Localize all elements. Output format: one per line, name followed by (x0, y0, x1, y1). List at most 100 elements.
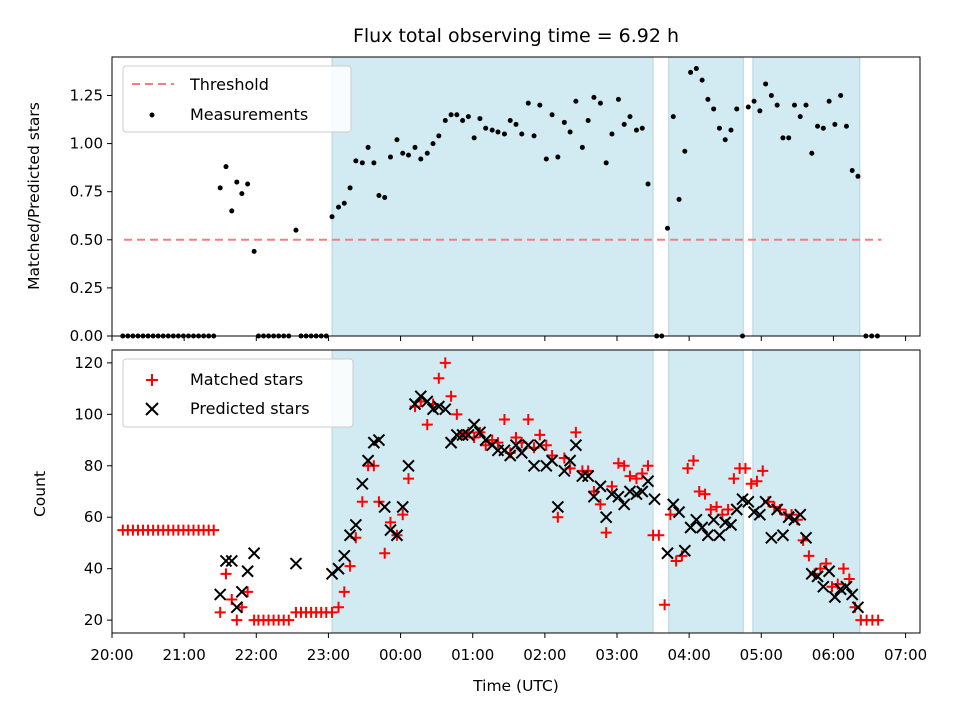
y-tick-label: 0.75 (70, 183, 103, 201)
top-panel: 0.00 0.25 0.50 0.75 1.00 1.25 Flux total obse… (25, 25, 921, 345)
matched-star-point (379, 547, 391, 559)
predicted-star-point (623, 485, 637, 498)
x-tick-label: 05:00 (740, 646, 783, 664)
matched-star-point (624, 470, 636, 482)
measurement-point (699, 77, 705, 83)
x-tick-label: 20:00 (90, 646, 133, 664)
predicted-star-point (408, 397, 422, 411)
predicted-star-point (235, 585, 249, 599)
predicted-star-point (840, 580, 853, 593)
matched-star-point (618, 460, 630, 472)
matched-star-point (664, 509, 676, 521)
measurement-point (711, 106, 717, 112)
predicted-star-point (641, 475, 655, 488)
matched-star-point (739, 462, 751, 474)
legend-matched-label: Matched stars (190, 370, 303, 389)
matched-star-point (433, 372, 445, 384)
matched-star-point (699, 488, 711, 500)
measurement-point (371, 160, 377, 166)
matched-star-point (711, 501, 723, 513)
matched-star-point (803, 550, 815, 562)
measurement-point (627, 114, 633, 120)
predicted-star-point (462, 428, 475, 442)
measurement-point (670, 114, 676, 120)
predicted-star-point (230, 601, 244, 614)
measurement-point (471, 135, 477, 141)
matched-star-point (356, 496, 368, 508)
predicted-star-point (811, 570, 824, 583)
measurement-point (501, 131, 507, 137)
measurement-point (442, 117, 448, 123)
measurement-point (693, 66, 699, 72)
chart-title: Flux total observing time = 6.92 h (353, 25, 679, 47)
measurement-point (734, 106, 740, 112)
predicted-star-point (576, 469, 589, 483)
predicted-star-point (527, 459, 541, 472)
bottom-y-ticks: 20 40 60 80 100 120 (74, 354, 112, 629)
measurement-point (621, 121, 627, 127)
matched-star-point (606, 480, 618, 492)
predicted-star-point (794, 508, 807, 521)
predicted-star-point (421, 395, 434, 408)
measurement-point (359, 160, 365, 166)
matched-star-point (344, 560, 356, 572)
measurement-point (223, 164, 229, 170)
top-axes-frame (111, 56, 921, 337)
y-tick-label: 80 (84, 457, 103, 475)
predicted-star-point (533, 438, 547, 452)
bottom-axes-frame (111, 349, 921, 634)
measurement-point (573, 98, 579, 104)
legend-measurements-label: Measurements (190, 105, 308, 124)
measurement-point (722, 137, 728, 143)
predicted-star-point (444, 436, 458, 449)
top-y-ticks: 0.00 0.25 0.50 0.75 1.00 1.25 (70, 86, 112, 345)
predicted-star-point (678, 544, 692, 557)
matched-star-point (588, 486, 600, 497)
predicted-star-point (225, 554, 238, 568)
matched-star-point (838, 563, 850, 575)
x-tick-label: 07:00 (884, 646, 927, 664)
matched-star-point (687, 455, 699, 467)
matched-star-point (486, 434, 498, 446)
measurement-point (728, 127, 734, 133)
predicted-star-point (456, 428, 469, 442)
matched-star-point (751, 475, 763, 487)
measurement-point (555, 154, 561, 160)
measurement-point (454, 112, 460, 118)
predicted-star-point (667, 498, 680, 511)
matched-star-point (326, 606, 338, 618)
predicted-star-point (396, 500, 409, 514)
predicted-star-point (439, 402, 452, 416)
measurement-point (387, 154, 393, 160)
measurement-point (780, 135, 786, 141)
top-y-axis-label: Matched/Predicted stars (25, 102, 43, 290)
measurement-point (336, 204, 342, 210)
legend-predicted-label: Predicted stars (190, 399, 310, 418)
measurement-point (639, 125, 645, 131)
predicted-star-point (672, 505, 686, 519)
measurement-point (774, 102, 780, 108)
measurement-point (329, 214, 335, 220)
top-x-ticks (111, 336, 907, 341)
measurement-point (382, 194, 388, 200)
measurement-point (341, 200, 347, 206)
predicted-star-point (504, 449, 517, 462)
measurement-point (615, 96, 621, 102)
matched-star-point (439, 357, 451, 369)
measurement-point (293, 227, 299, 233)
matched-star-point (872, 614, 884, 626)
predicted-star-point (558, 464, 571, 478)
matched-star-point (445, 390, 457, 402)
matched-star-point (693, 486, 705, 497)
y-tick-label: 1.00 (70, 135, 103, 153)
measurement-point (820, 125, 826, 131)
x-axis-label: Time (UTC) (472, 677, 559, 695)
matched-star-point (333, 601, 345, 613)
matched-star-point (451, 408, 463, 420)
measurement-point (448, 112, 454, 118)
measurement-point (826, 98, 832, 104)
predicted-star-point (551, 500, 565, 514)
y-tick-label: 120 (74, 354, 103, 372)
x-tick-label: 03:00 (595, 646, 638, 664)
matched-star-point (546, 449, 558, 461)
